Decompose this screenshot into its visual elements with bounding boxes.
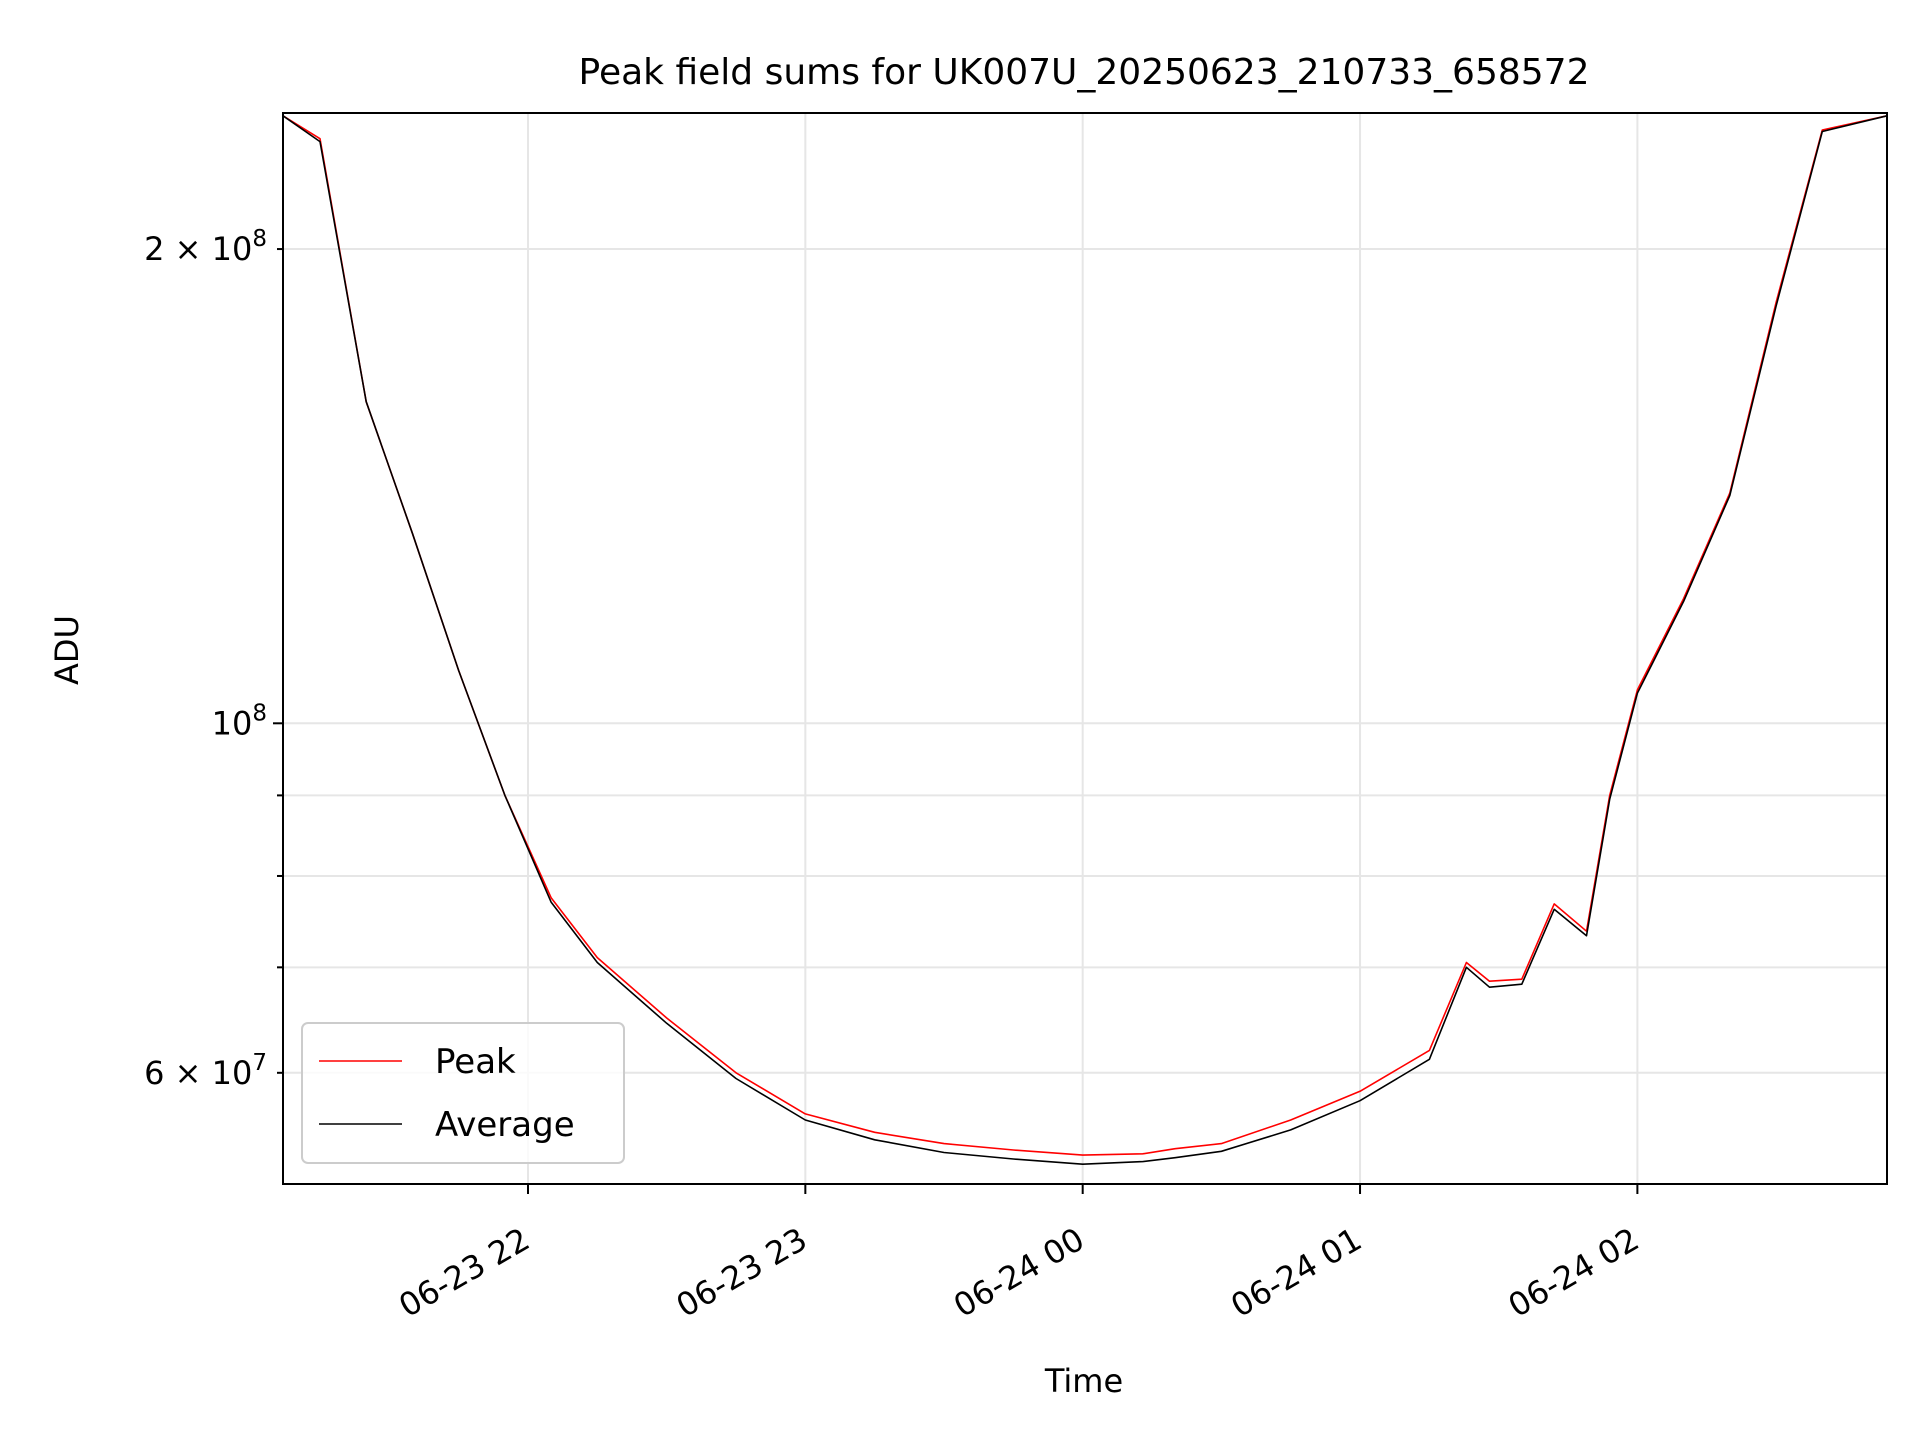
legend-label-peak: Peak [435,1042,516,1082]
y-axis-ticks: 108 2 × 108 6 × 107 [144,226,283,1092]
y-tick-label: 6 × 107 [144,1050,267,1092]
chart-title: Peak field sums for UK007U_20250623_2107… [579,52,1590,93]
legend-label-average: Average [435,1105,575,1145]
grid [283,113,1887,1184]
y-tick-label: 2 × 108 [144,226,267,268]
legend-box [301,1022,625,1164]
y-tick-label: 108 [212,700,267,742]
legend: Peak Average [301,1022,625,1164]
x-axis-label: Time [1044,1362,1123,1400]
series-line-average [282,115,1888,1165]
plot-lines [282,115,1888,1165]
plot-frame [282,112,1888,1185]
y-axis-label: ADU [48,615,86,685]
